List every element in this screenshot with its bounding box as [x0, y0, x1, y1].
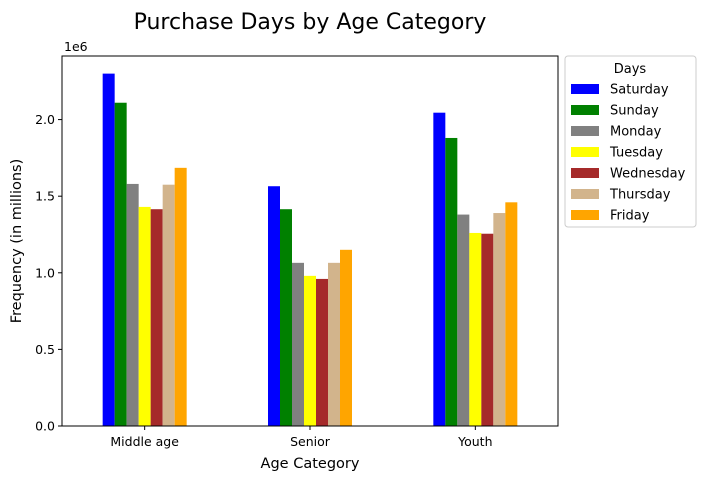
legend-label-friday: Friday: [610, 209, 650, 224]
bar-tuesday-senior: [304, 275, 316, 426]
legend-frame: [564, 55, 697, 228]
legend-swatch-tuesday: [571, 147, 599, 157]
bar-sunday-youth: [445, 137, 458, 427]
y-tick-label: 0.5: [35, 342, 55, 357]
legend: Days Saturday Sunday Monday Tuesday Wednesda…: [564, 55, 697, 228]
bar-monday-youth: [457, 214, 470, 426]
bar-sunday-middle-age: [114, 102, 127, 427]
bar-friday-youth: [505, 202, 518, 426]
x-axis-label: Age Category: [261, 456, 360, 472]
bar-wednesday-senior: [316, 278, 328, 426]
x-tick-label: Senior: [290, 434, 331, 449]
y-axis: 0.0 0.5 1.0 1.5 2.0: [35, 112, 62, 434]
y-tick-label: 1.5: [35, 189, 55, 204]
bar-wednesday-middle-age: [150, 209, 163, 426]
bar-wednesday-youth: [481, 233, 494, 426]
bar-sunday-senior: [280, 209, 292, 426]
legend-swatch-sunday: [571, 105, 599, 115]
legend-label-saturday: Saturday: [610, 83, 669, 98]
bar-saturday-middle-age: [102, 73, 115, 426]
bar-tuesday-middle-age: [138, 206, 151, 426]
legend-label-wednesday: Wednesday: [610, 167, 686, 182]
legend-swatch-saturday: [571, 84, 599, 94]
legend-label-monday: Monday: [610, 125, 662, 140]
bar-thursday-middle-age: [162, 184, 175, 426]
chart-title: Purchase Days by Age Category: [134, 10, 487, 35]
x-tick-label: Youth: [457, 434, 492, 449]
legend-title: Days: [614, 62, 647, 77]
legend-swatch-friday: [571, 210, 599, 220]
bar-thursday-youth: [493, 213, 506, 426]
bar-tuesday-youth: [469, 232, 482, 426]
y-tick-label: 0.0: [35, 419, 55, 434]
x-tick-label: Middle age: [110, 434, 179, 449]
legend-swatch-thursday: [571, 189, 599, 199]
legend-label-sunday: Sunday: [610, 104, 659, 119]
legend-label-tuesday: Tuesday: [609, 146, 663, 161]
y-axis-label: Frequency (in millions): [9, 159, 25, 324]
legend-swatch-monday: [571, 126, 599, 136]
legend-swatch-wednesday: [571, 168, 599, 178]
y-tick-label: 1.0: [35, 265, 55, 280]
legend-label-thursday: Thursday: [609, 188, 671, 203]
x-axis: Middle age Senior Youth: [110, 426, 493, 449]
bar-thursday-senior: [328, 262, 340, 426]
legend-items: Saturday Sunday Monday Tuesday Wednesday Thur…: [571, 83, 686, 224]
bar-saturday-youth: [433, 112, 446, 426]
bar-monday-senior: [292, 262, 304, 426]
bars-group: [102, 73, 518, 427]
y-offset-label: 1e6: [64, 39, 88, 54]
bar-friday-middle-age: [174, 167, 187, 426]
y-tick-label: 2.0: [35, 112, 55, 127]
bar-monday-middle-age: [126, 183, 139, 426]
bar-friday-senior: [340, 249, 352, 426]
bar-saturday-senior: [268, 186, 280, 426]
